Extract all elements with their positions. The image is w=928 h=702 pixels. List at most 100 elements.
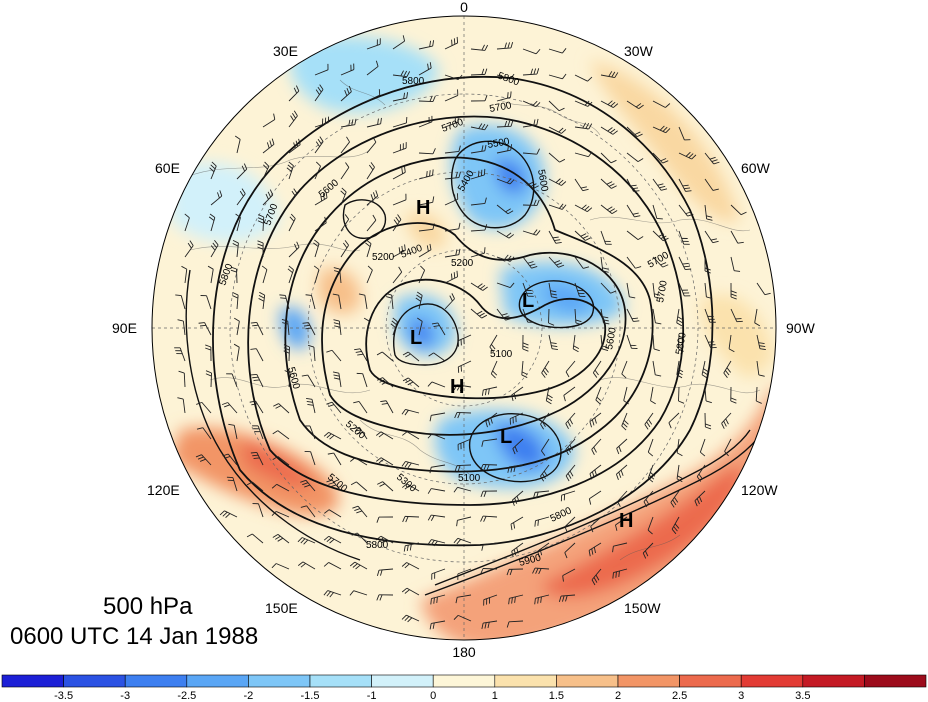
wind-barb-feather	[455, 249, 458, 256]
wind-barb-feather	[682, 184, 689, 187]
wind-barb	[314, 69, 329, 76]
wind-barb	[392, 249, 406, 258]
wind-barb	[277, 534, 290, 544]
wind-barb-feather	[376, 594, 380, 601]
wind-barb-feather	[258, 214, 264, 218]
wind-barb-feather	[455, 171, 458, 179]
wind-barb	[340, 69, 355, 76]
wind-barb	[537, 542, 550, 552]
wind-barb-feather	[284, 370, 291, 374]
wind-barb-feather	[212, 242, 217, 248]
wind-barb	[670, 490, 680, 503]
wind-barb-feather	[548, 322, 555, 326]
wind-barb-feather	[429, 623, 432, 630]
wind-barb	[626, 100, 639, 110]
wind-barb	[340, 91, 352, 102]
wind-barb-feather	[678, 400, 685, 404]
wind-barb-feather	[230, 269, 237, 273]
wind-barb	[309, 425, 316, 440]
wind-barb-feather	[363, 317, 370, 322]
wind-barb-feather	[458, 171, 461, 178]
wind-barb-feather	[379, 379, 386, 383]
colorbar-swatch	[63, 674, 126, 688]
wind-barb-feather	[177, 319, 184, 322]
wind-barb	[548, 178, 562, 186]
wind-barb-feather	[504, 120, 508, 127]
wind-barb	[512, 438, 524, 449]
wind-barb	[366, 166, 375, 180]
wind-barb	[574, 126, 589, 130]
wind-barb	[613, 568, 628, 574]
wind-barb-feather	[588, 123, 593, 130]
wind-barb-feather	[454, 412, 458, 419]
wind-barb	[431, 488, 446, 492]
wind-barb-feather	[531, 266, 538, 269]
wind-barb	[407, 351, 420, 362]
wind-barb-feather	[607, 100, 613, 106]
wind-barb-feather	[271, 483, 277, 489]
wind-barb-feather	[677, 316, 684, 321]
wind-barb-feather	[487, 388, 490, 395]
wind-barb-feather	[379, 483, 386, 487]
wind-barb-feather	[232, 292, 239, 296]
wind-barb-feather	[326, 591, 332, 597]
height-contour-line	[342, 199, 387, 239]
wind-barb	[288, 144, 301, 154]
wind-barb-feather	[376, 570, 380, 577]
wind-barb	[224, 510, 238, 518]
wind-barb-feather	[426, 170, 428, 178]
cold-anomaly-europe	[290, 36, 440, 113]
wind-barb	[314, 269, 320, 284]
wind-barb-feather	[659, 125, 665, 131]
wind-barb	[522, 48, 537, 55]
wind-barb-feather	[564, 552, 568, 559]
wind-barb	[696, 464, 706, 477]
wind-barb-feather	[354, 508, 361, 511]
contour-label: 5200	[451, 258, 474, 269]
wind-barb-feather	[521, 371, 528, 375]
wind-barb	[574, 152, 589, 158]
wind-barb	[457, 486, 472, 492]
wind-barb-feather	[401, 461, 406, 467]
wind-barb	[418, 201, 433, 206]
wind-barb-feather	[333, 319, 340, 322]
wind-barb-feather	[593, 577, 598, 583]
wind-barb-feather	[602, 319, 609, 322]
wind-barb-feather	[754, 322, 761, 327]
wind-barb-feather	[665, 103, 671, 108]
wind-barb	[490, 360, 498, 374]
colorbar-swatch	[248, 674, 311, 688]
wind-barb	[652, 282, 656, 297]
wind-barb-feather	[516, 547, 519, 554]
wind-barb	[340, 245, 349, 258]
wind-barb-feather	[616, 448, 620, 455]
wind-barb	[496, 256, 511, 262]
wind-barb-feather	[484, 95, 488, 101]
warm-anomaly-asia	[170, 427, 339, 516]
wind-barb-feather	[533, 492, 536, 499]
wind-barb-feather	[222, 453, 229, 457]
colorbar-tick-label: 3.5	[795, 690, 810, 702]
wind-barb-feather	[404, 409, 409, 416]
wind-barb-feather	[522, 345, 529, 349]
height-contour-line	[212, 76, 714, 547]
wind-barb-feather	[608, 71, 613, 77]
wind-barb	[511, 386, 524, 396]
wind-barb	[457, 516, 472, 521]
wind-barb-feather	[602, 267, 609, 270]
wind-barb-feather	[595, 574, 600, 581]
wind-barb-feather	[315, 89, 320, 95]
wind-barb-feather	[329, 434, 335, 440]
wind-barb-feather	[550, 293, 557, 296]
wind-barb-feather	[429, 40, 432, 47]
wind-barb	[392, 40, 405, 50]
wind-barb-feather	[324, 216, 327, 223]
wind-barb	[730, 256, 735, 271]
wind-barb-feather	[610, 290, 617, 294]
wind-barb-feather	[582, 122, 587, 129]
colorbar-swatch	[617, 674, 680, 688]
wind-barb-feather	[537, 551, 540, 558]
wind-barb	[545, 386, 550, 401]
wind-barb	[277, 430, 290, 440]
wind-barb-feather	[481, 123, 486, 130]
